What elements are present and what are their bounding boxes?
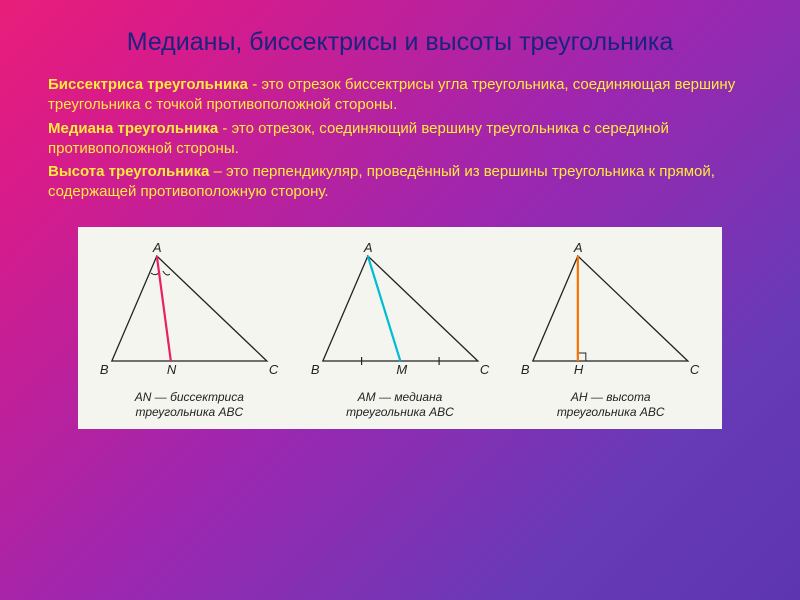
right-angle-mark	[578, 353, 586, 361]
label-N: N	[167, 362, 177, 377]
caption-bisector: AN — биссектриса треугольника ABC	[88, 390, 291, 421]
label-C: C	[269, 362, 279, 377]
label-B: B	[311, 362, 320, 377]
label-M: M	[396, 362, 407, 377]
def-altitude: Высота треугольника – это перпендикуляр,…	[48, 162, 752, 203]
definitions-block: Биссектриса треугольника - это отрезок б…	[0, 75, 800, 203]
label-A: A	[573, 241, 583, 255]
angle-arc-2	[163, 271, 170, 275]
triangle-altitude: A B C H AH — высота треугольника ABC	[509, 241, 712, 421]
term-bisector: Биссектриса треугольника	[48, 76, 248, 93]
svg-altitude: A B C H	[509, 241, 712, 381]
triangle-bisector: A B C N AN — биссектриса треугольника AB…	[88, 241, 291, 421]
caption-altitude: AH — высота треугольника ABC	[509, 390, 712, 421]
term-altitude: Высота треугольника	[48, 163, 209, 180]
label-B: B	[521, 362, 530, 377]
label-B: B	[100, 362, 109, 377]
def-bisector: Биссектриса треугольника - это отрезок б…	[48, 75, 752, 116]
caption-tri: треугольника ABC	[346, 405, 454, 419]
label-C: C	[690, 362, 700, 377]
term-median: Медиана треугольника	[48, 120, 218, 137]
triangle-median: A B C M AM — медиана треугольника ABC	[299, 241, 502, 421]
caption-line: AH — высота	[571, 390, 651, 404]
triangle-outline	[533, 256, 688, 361]
def-median: Медиана треугольника - это отрезок, соед…	[48, 119, 752, 160]
label-A: A	[363, 241, 373, 255]
slide-title: Медианы, биссектрисы и высоты треугольни…	[0, 0, 800, 75]
caption-median: AM — медиана треугольника ABC	[299, 390, 502, 421]
svg-bisector: A B C N	[88, 241, 291, 381]
caption-tri: треугольника ABC	[135, 405, 243, 419]
label-A: A	[152, 241, 162, 255]
caption-line: AM — медиана	[358, 390, 443, 404]
svg-median: A B C M	[299, 241, 502, 381]
label-C: C	[480, 362, 490, 377]
caption-line: AN — биссектриса	[135, 390, 244, 404]
diagrams-panel: A B C N AN — биссектриса треугольника AB…	[78, 227, 722, 429]
caption-tri: треугольника ABC	[557, 405, 665, 419]
triangle-outline	[323, 256, 478, 361]
label-H: H	[574, 362, 584, 377]
triangle-outline	[112, 256, 267, 361]
